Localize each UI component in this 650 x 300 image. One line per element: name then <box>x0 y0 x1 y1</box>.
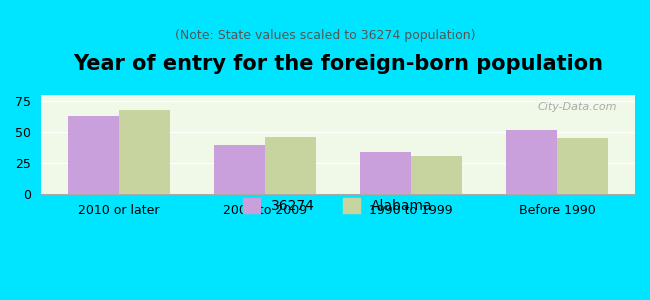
Bar <box>265 137 316 194</box>
Text: (Note: State values scaled to 36274 population): (Note: State values scaled to 36274 popu… <box>175 29 475 43</box>
Legend: 36274, Alabama: 36274, Alabama <box>238 193 438 219</box>
Bar <box>411 156 462 194</box>
Text: City-Data.com: City-Data.com <box>538 102 617 112</box>
Bar <box>119 110 170 194</box>
Bar <box>557 138 608 194</box>
Bar <box>359 152 411 194</box>
Title: Year of entry for the foreign-born population: Year of entry for the foreign-born popul… <box>73 54 603 74</box>
Bar <box>68 116 119 194</box>
Bar <box>506 130 557 194</box>
Bar <box>214 145 265 194</box>
